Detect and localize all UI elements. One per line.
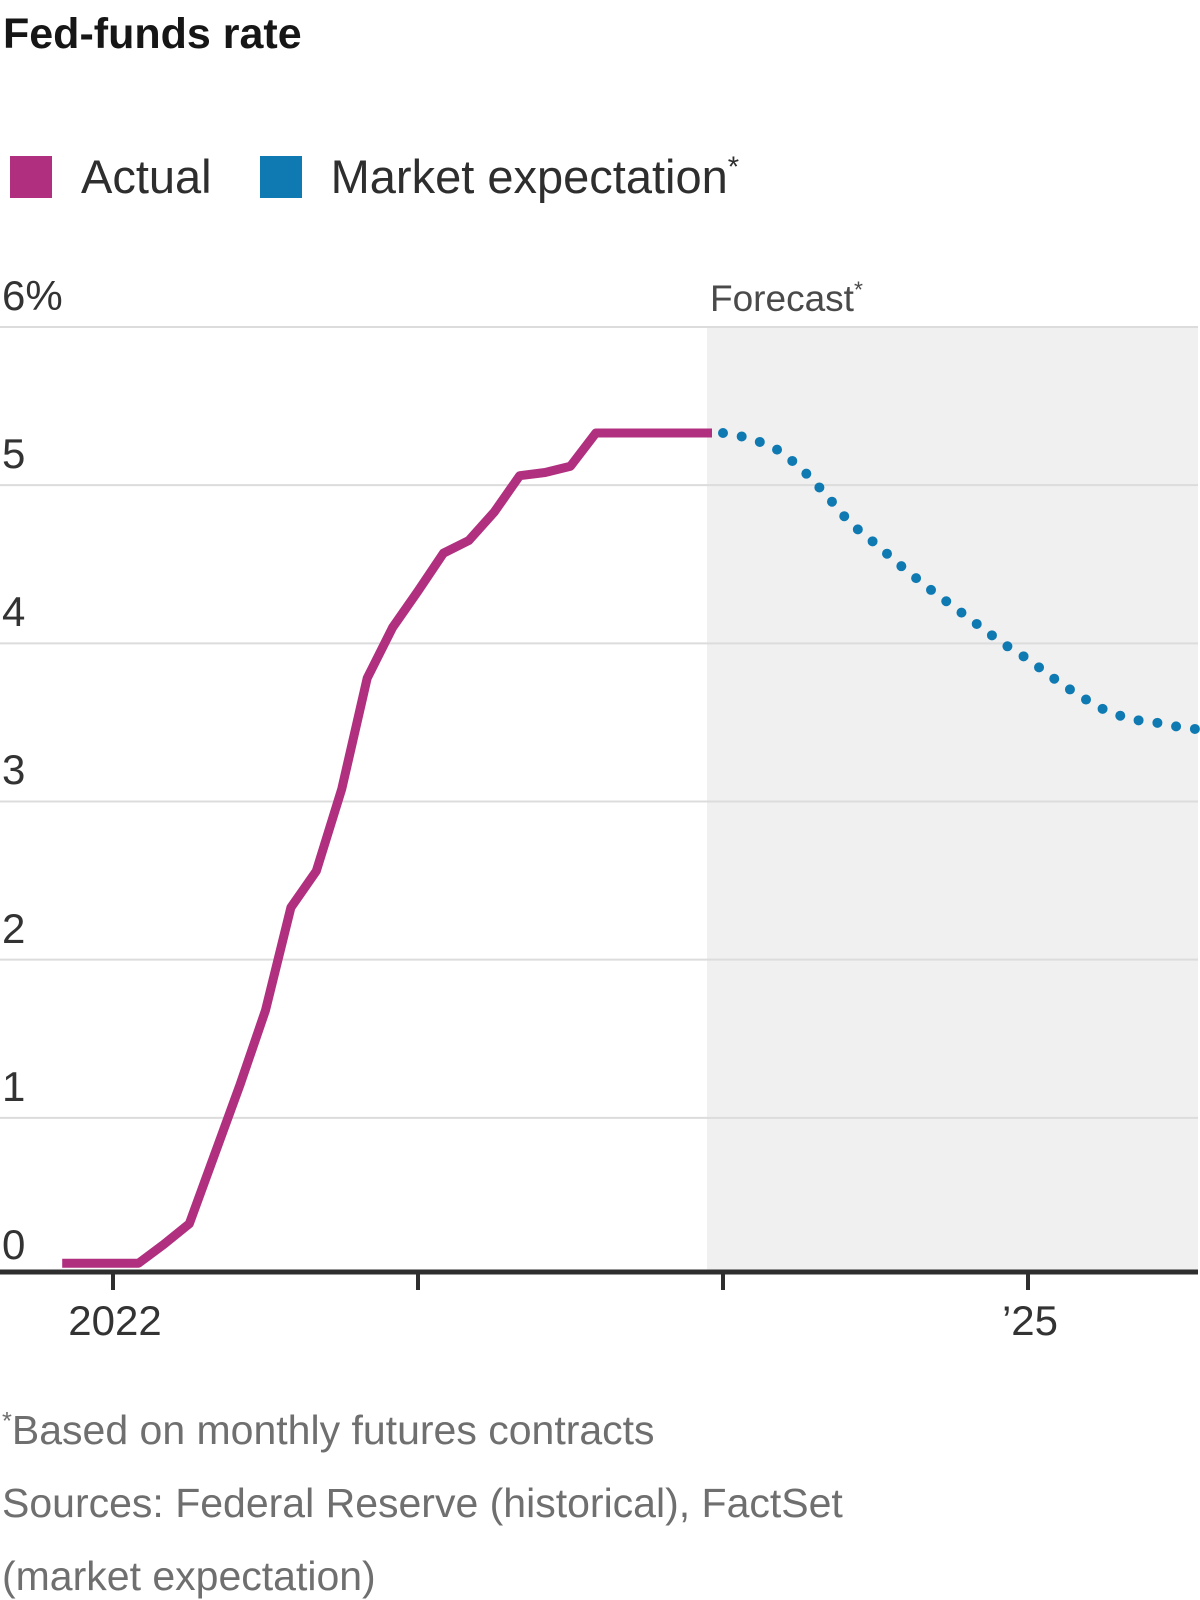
y-tick-label: 4: [2, 588, 26, 635]
legend-label-expectation: Market expectation*: [330, 150, 740, 203]
sources-line-1: Sources: Federal Reserve (historical), F…: [2, 1480, 843, 1526]
actual-line: [62, 428, 712, 1268]
legend: Actual Market expectation*: [10, 149, 739, 204]
footnote: *Based on monthly futures contracts: [2, 1407, 655, 1453]
legend-label-actual: Actual: [81, 150, 212, 203]
x-tick-label-2022: 2022: [68, 1297, 162, 1344]
y-tick-label: 2: [2, 905, 26, 952]
expectation-dotted-line: [718, 428, 1200, 735]
chart-title: Fed-funds rate: [3, 10, 302, 58]
y-tick-label: 0: [2, 1221, 26, 1268]
x-tick-label-25: ’25: [1001, 1297, 1059, 1344]
forecast-region: [707, 327, 1198, 1272]
y-tick-label: 3: [2, 746, 26, 793]
expectation-swatch-icon: [259, 155, 302, 198]
legend-item-actual: Actual: [10, 149, 212, 204]
y-tick-label: 6%: [2, 272, 63, 319]
y-tick-label: 1: [2, 1063, 26, 1110]
footnote-block: *Based on monthly futures contracts Sour…: [2, 1394, 843, 1600]
sources-line-2: (market expectation): [2, 1553, 376, 1599]
legend-item-expectation: Market expectation*: [259, 149, 740, 204]
y-tick-label: 5: [2, 430, 26, 477]
forecast-region-label: Forecast*: [710, 276, 863, 319]
actual-swatch-icon: [10, 155, 52, 198]
